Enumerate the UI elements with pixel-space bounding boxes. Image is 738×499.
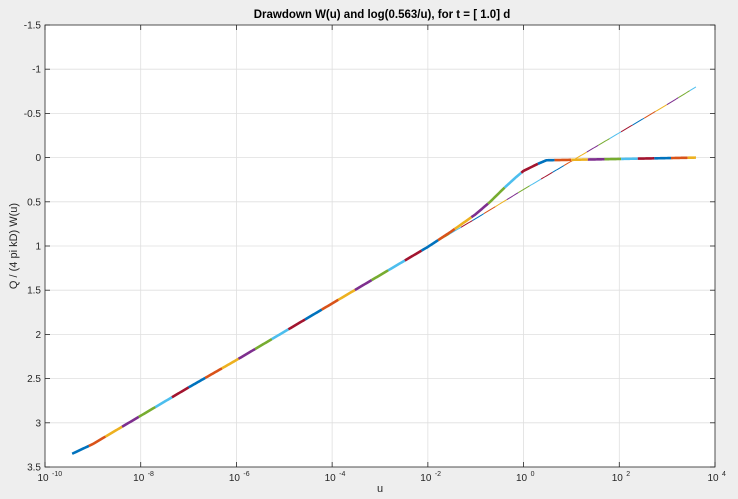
x-axis-title: u: [377, 483, 383, 495]
theis-drawdown-line: [404, 249, 423, 262]
theis-drawdown-line: [420, 239, 439, 252]
y-tick-label: 3: [35, 418, 41, 429]
log-approximation-line: [632, 117, 645, 126]
axis-ticks: 10 -10 10 -8 10 -6 10 -4 10 -2 10 0 10 2 10 4-1.5-1-0.5…: [24, 21, 726, 485]
log-approximation-line: [643, 111, 656, 119]
theis-drawdown-line: [254, 338, 273, 351]
theis-drawdown-line: [204, 367, 223, 380]
theis-drawdown-line: [171, 386, 190, 399]
log-approximation-line: [689, 86, 697, 92]
grid-lines: [45, 25, 715, 467]
x-tick-label-base: 10: [420, 473, 432, 484]
theis-drawdown-line: [370, 269, 389, 282]
x-tick-label-base: 10: [133, 473, 145, 484]
x-tick-label-base: 10: [229, 473, 241, 484]
theis-drawdown-line: [121, 415, 140, 428]
x-tick-label-exponent: 2: [626, 471, 630, 478]
theis-drawdown-line: [470, 202, 489, 219]
theis-drawdown-line: [187, 376, 206, 389]
x-tick-label-exponent: 0: [531, 471, 535, 478]
theis-drawdown-line: [387, 259, 406, 272]
log-approximation-line: [597, 138, 610, 146]
chart-title: Drawdown W(u) and log(0.563/u), for t = …: [254, 9, 511, 21]
log-approximation-line: [655, 104, 668, 112]
log-approximation-line: [540, 171, 553, 180]
log-approximation-line: [460, 220, 473, 228]
x-tick-label-base: 10: [37, 473, 49, 484]
log-approximation-line: [586, 144, 599, 153]
theis-drawdown-line: [503, 171, 523, 189]
y-tick-label: 3.5: [27, 463, 41, 474]
theis-drawdown-line: [154, 396, 173, 409]
x-tick-label-exponent: 4: [722, 471, 726, 478]
theis-drawdown-line: [287, 318, 306, 331]
theis-drawdown-line: [221, 357, 240, 370]
log-approximation-line: [449, 226, 462, 235]
theis-drawdown-line: [71, 444, 90, 455]
log-approximation-line: [575, 151, 588, 160]
theis-drawdown-line: [304, 308, 323, 321]
x-tick-label-base: 10: [612, 473, 624, 484]
y-tick-label: 0: [35, 153, 41, 164]
theis-drawdown-line: [354, 279, 373, 292]
log-approximation-line: [552, 165, 565, 173]
data-series: [71, 86, 697, 455]
theis-drawdown-line: [138, 405, 157, 419]
log-approximation-line: [666, 97, 679, 106]
y-axis-title: Q / (4 pi kD) W(u): [8, 203, 20, 289]
theis-drawdown-line: [454, 216, 473, 231]
x-tick-label-base: 10: [325, 473, 337, 484]
log-approximation-line: [678, 90, 690, 99]
log-approximation-line: [495, 199, 508, 208]
theis-drawdown-line: [537, 158, 555, 166]
x-tick-label-base: 10: [707, 473, 719, 484]
theis-drawdown-line: [437, 227, 456, 242]
theis-drawdown-line: [487, 186, 506, 205]
theis-drawdown-line: [237, 347, 256, 360]
y-tick-label: 1: [35, 242, 41, 253]
log-approximation-line: [529, 178, 542, 187]
theis-drawdown-line: [88, 435, 107, 448]
log-approximation-line: [483, 206, 496, 215]
y-tick-label: 0.5: [27, 197, 41, 208]
theis-drawdown-line: [271, 328, 290, 341]
x-tick-label-exponent: -4: [339, 471, 345, 478]
y-tick-label: -1: [32, 65, 41, 76]
x-tick-label-exponent: -6: [243, 471, 249, 478]
y-tick-label: -1.5: [24, 21, 42, 32]
log-approximation-line: [517, 185, 530, 194]
log-approximation-line: [472, 213, 485, 221]
x-tick-label-exponent: -10: [52, 471, 62, 478]
log-approximation-line: [620, 124, 633, 133]
y-tick-label: 1.5: [27, 286, 41, 297]
x-tick-label-base: 10: [516, 473, 528, 484]
y-tick-label: 2: [35, 330, 41, 341]
theis-drawdown-line: [520, 162, 539, 174]
x-tick-label-exponent: -8: [148, 471, 154, 478]
y-tick-label: 2.5: [27, 374, 41, 385]
theis-drawdown-line: [321, 298, 339, 311]
x-tick-label-exponent: -2: [435, 471, 441, 478]
y-tick-label: -0.5: [24, 109, 42, 120]
log-approximation-line: [609, 131, 622, 139]
theis-drawdown-line: [337, 288, 356, 301]
theis-drawdown-line: [104, 425, 123, 438]
log-approximation-line: [506, 192, 519, 201]
